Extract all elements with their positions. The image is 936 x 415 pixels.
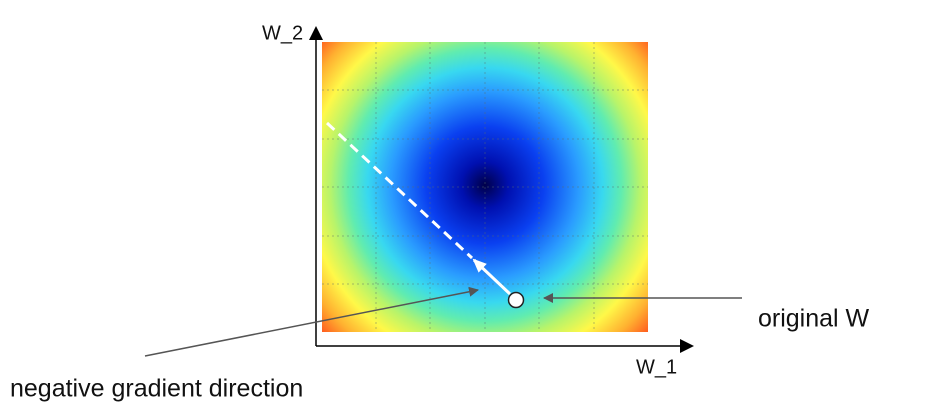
arrow-annotation: negative gradient direction: [10, 375, 303, 403]
y-axis-label: W_2: [262, 22, 303, 44]
arrow-pointer: [144, 286, 479, 357]
point-annotation: original W: [758, 305, 870, 333]
x-axis-label: W_1: [636, 356, 677, 378]
gradient-arrow: [472, 258, 512, 296]
grid: [322, 42, 648, 332]
gradient-path: [325, 121, 474, 260]
loss-surface: [322, 42, 648, 332]
original-point: [507, 291, 525, 309]
